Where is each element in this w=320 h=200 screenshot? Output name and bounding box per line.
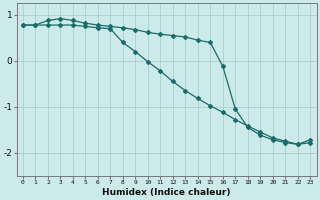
- X-axis label: Humidex (Indice chaleur): Humidex (Indice chaleur): [102, 188, 231, 197]
